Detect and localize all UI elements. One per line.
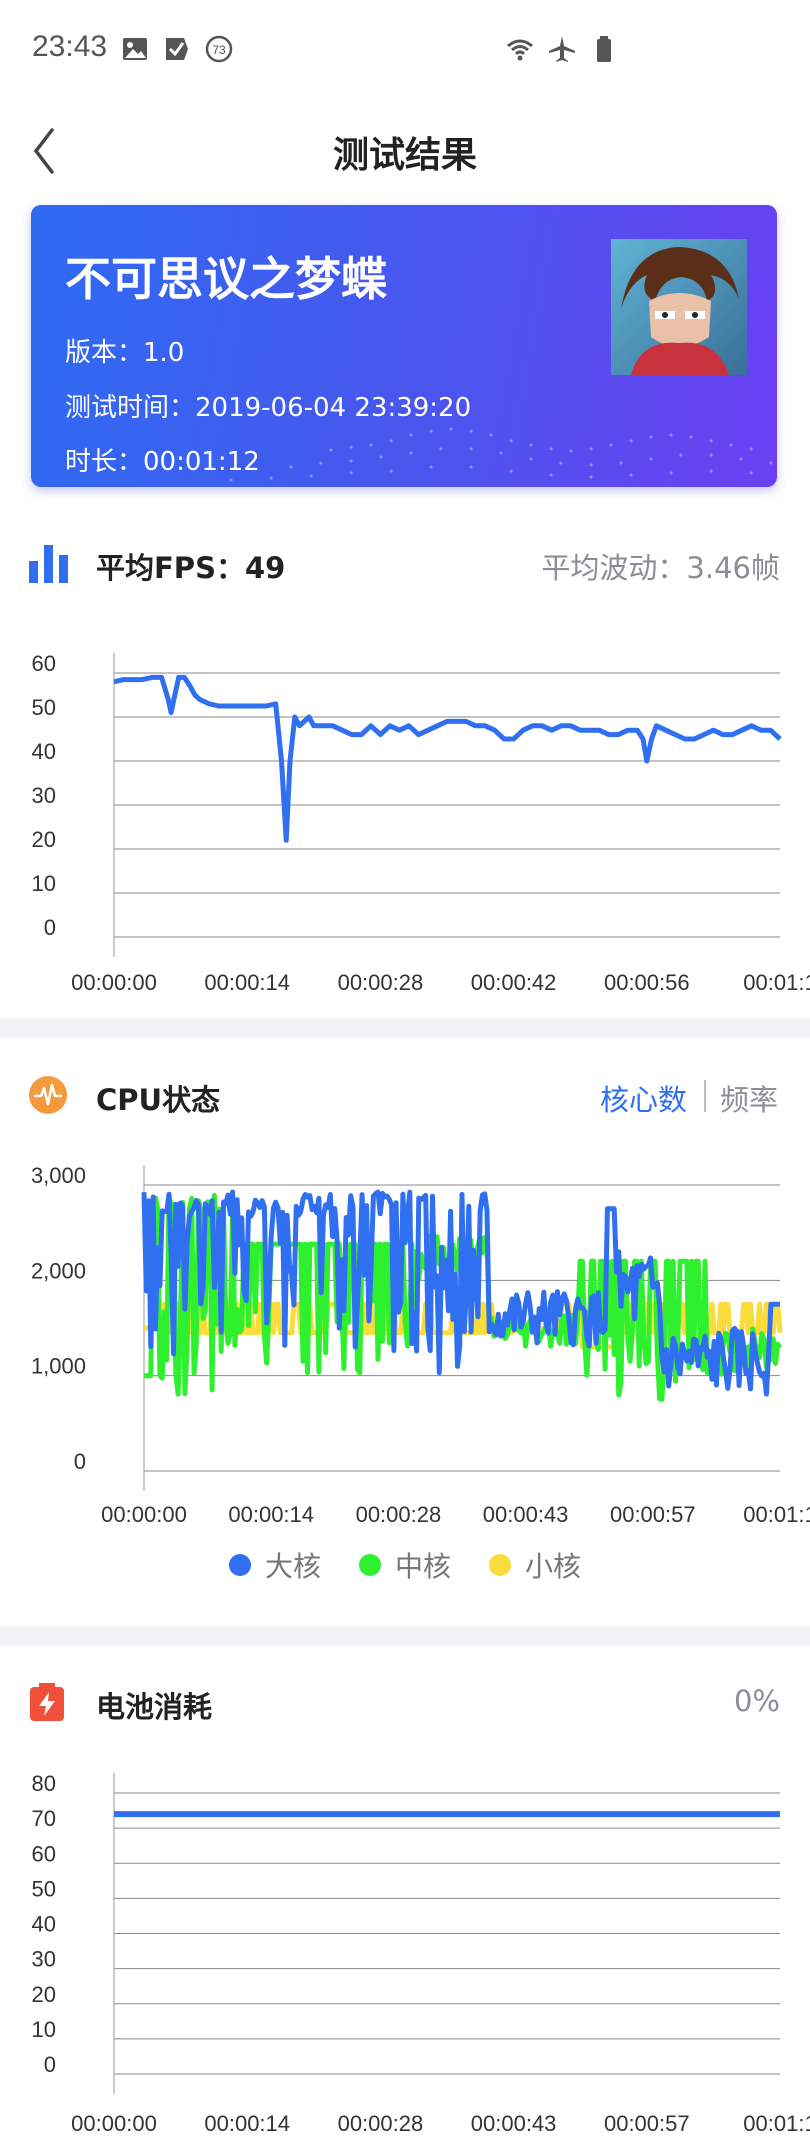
x-tick-label: 00:00:43	[483, 1502, 569, 1527]
y-tick-label: 60	[32, 1841, 56, 1866]
section-divider	[0, 1018, 810, 1038]
x-tick-label: 00:00:56	[604, 970, 690, 995]
y-tick-label: 30	[32, 1947, 56, 1972]
battery-icon	[589, 34, 619, 64]
legend-item-mid-core[interactable]: 中核	[359, 1545, 451, 1585]
battery-consumption-value: 0%	[734, 1684, 780, 1718]
game-info-card: 不可思议之梦蝶 版本：1.0 测试时间：2019-06-04 23:39:20 …	[31, 205, 777, 487]
battery-title: 电池消耗	[96, 1684, 212, 1726]
y-tick-label: 0	[44, 2052, 56, 2077]
status-time: 23:43	[32, 30, 107, 64]
page-title: 测试结果	[0, 126, 810, 178]
badge-73-icon: 73	[204, 34, 234, 64]
legend-label-big: 大核	[265, 1545, 321, 1585]
y-tick-label: 60	[32, 651, 56, 676]
notif-badge-text: 73	[212, 43, 226, 57]
y-tick-label: 3,000	[31, 1163, 86, 1188]
y-tick-label: 0	[74, 1449, 86, 1474]
y-tick-label: 40	[32, 739, 56, 764]
y-tick-label: 10	[32, 871, 56, 896]
legend-dot-mid	[359, 1554, 381, 1576]
game-avatar	[611, 239, 747, 375]
legend-item-big-core[interactable]: 大核	[229, 1545, 321, 1585]
x-tick-label: 00:00:28	[338, 970, 424, 995]
wifi-icon	[505, 34, 535, 64]
fps-average-title: 平均FPS：49	[96, 545, 285, 587]
tab-separator	[704, 1080, 706, 1112]
status-bar: 23:43 73	[0, 0, 810, 100]
x-tick-label: 00:00:43	[471, 2111, 557, 2136]
x-tick-label: 00:00:14	[228, 1502, 314, 1527]
y-tick-label: 0	[44, 915, 56, 940]
x-tick-label: 00:00:28	[356, 1502, 442, 1527]
x-tick-label: 00:00:28	[338, 2111, 424, 2136]
series-line-fps	[114, 677, 780, 840]
x-tick-label: 00:00:14	[204, 2111, 290, 2136]
y-tick-label: 70	[32, 1806, 56, 1831]
section-divider	[0, 1626, 810, 1646]
check-flag-icon	[162, 34, 192, 64]
cpu-status-title: CPU状态	[96, 1077, 220, 1119]
y-tick-label: 10	[32, 2017, 56, 2042]
legend-label-mid: 中核	[395, 1545, 451, 1585]
y-tick-label: 20	[32, 1982, 56, 2007]
tab-frequency[interactable]: 频率	[720, 1077, 778, 1119]
x-tick-label: 00:00:14	[204, 970, 290, 995]
x-tick-label: 00:01:1	[743, 1502, 810, 1527]
y-tick-label: 50	[32, 695, 56, 720]
pulse-icon	[28, 1075, 68, 1115]
battery-flash-icon	[28, 1682, 66, 1722]
series-line-大核	[144, 1192, 780, 1394]
fps-chart: 0 10 20 30 40 50 60 00:00:00 00:00:14 00:00:28 00:…	[0, 640, 810, 1005]
cpu-legend: 大核 中核 小核	[0, 1545, 810, 1585]
airplane-icon	[547, 34, 577, 64]
x-tick-label: 00:00:00	[71, 970, 157, 995]
y-tick-label: 80	[32, 1771, 56, 1796]
y-tick-label: 50	[32, 1876, 56, 1901]
legend-dot-big	[229, 1554, 251, 1576]
game-version: 版本：1.0	[65, 332, 184, 369]
legend-label-small: 小核	[525, 1545, 581, 1585]
x-tick-label: 00:01:1	[743, 2111, 810, 2136]
x-tick-label: 00:00:57	[604, 2111, 690, 2136]
x-tick-label: 00:00:42	[471, 970, 557, 995]
legend-dot-small	[489, 1554, 511, 1576]
test-time: 测试时间：2019-06-04 23:39:20	[65, 387, 471, 424]
legend-item-small-core[interactable]: 小核	[489, 1545, 581, 1585]
battery-chart: 0 10 20 30 40 50 60 70 80 00:00:00 00:00:14 00:00:2…	[0, 1765, 810, 2155]
cpu-chart: 0 1,000 2,000 3,000 00:00:00 00:00:14 00:00:28…	[0, 1160, 810, 1530]
x-tick-label: 00:01:1	[743, 970, 810, 995]
x-tick-label: 00:00:57	[610, 1502, 696, 1527]
y-tick-label: 30	[32, 783, 56, 808]
x-tick-label: 00:00:00	[71, 2111, 157, 2136]
bar-chart-icon	[28, 543, 70, 583]
test-duration: 时长：00:01:12	[65, 441, 260, 478]
header: 测试结果	[0, 100, 810, 205]
y-tick-label: 1,000	[31, 1354, 86, 1379]
tab-core-count[interactable]: 核心数	[600, 1077, 687, 1119]
y-tick-label: 2,000	[31, 1258, 86, 1283]
x-tick-label: 00:00:00	[101, 1502, 187, 1527]
y-tick-label: 20	[32, 827, 56, 852]
game-name: 不可思议之梦蝶	[65, 243, 387, 309]
image-icon	[120, 34, 150, 64]
y-tick-label: 40	[32, 1912, 56, 1937]
fps-fluctuation: 平均波动：3.46帧	[541, 545, 780, 587]
